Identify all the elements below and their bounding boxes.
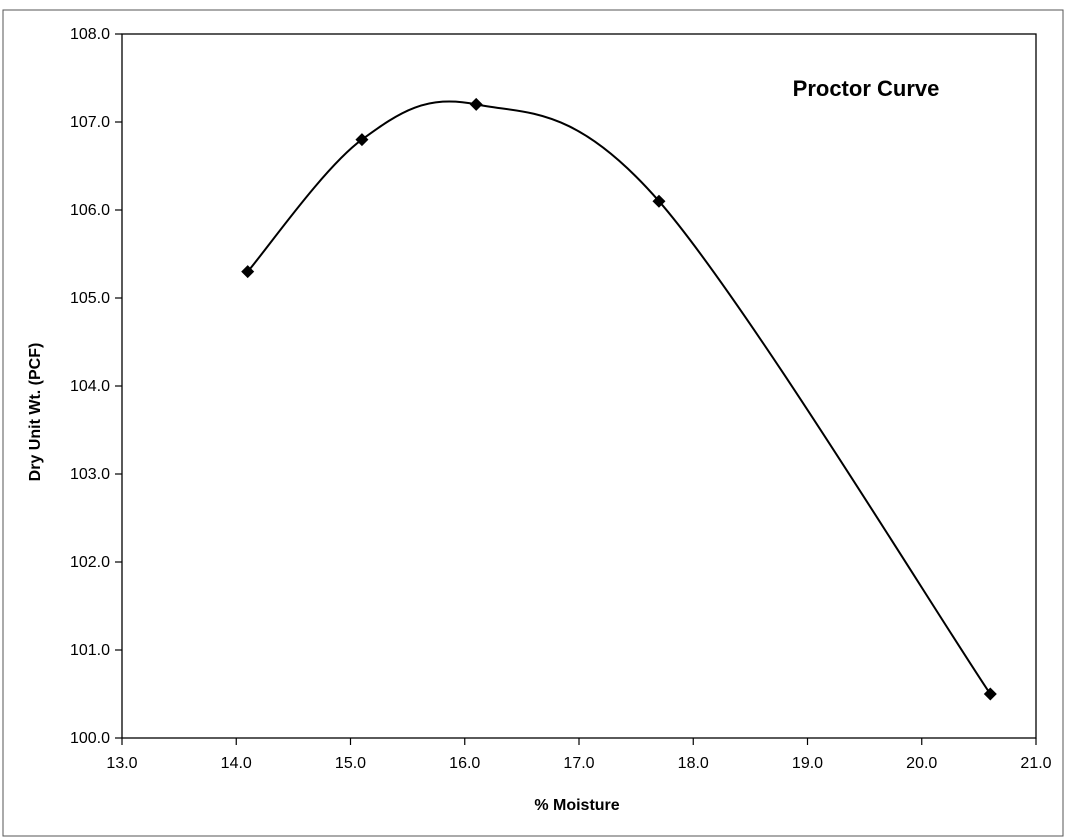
y-tick-label: 103.0	[70, 466, 110, 483]
data-point-2	[355, 133, 369, 147]
plot-area: 13.0 14.0 15.0 16.0 17.0 18.0 19.0 20.0 21.0 100.…	[70, 26, 1052, 772]
x-tick-label: 19.0	[792, 755, 823, 772]
y-axis-title: Dry Unit Wt. (PCF)	[27, 343, 44, 482]
data-point-5	[983, 687, 997, 701]
y-tick-label: 105.0	[70, 290, 110, 307]
x-tick-label: 15.0	[335, 755, 366, 772]
x-tick-label: 17.0	[563, 755, 594, 772]
data-point-1	[241, 265, 255, 279]
series-line	[246, 100, 992, 695]
x-tick-label: 13.0	[106, 755, 137, 772]
y-tick-label: 108.0	[70, 26, 110, 43]
chart-title: Proctor Curve	[793, 76, 940, 101]
y-tick-label: 106.0	[70, 202, 110, 219]
x-tick-label: 18.0	[678, 755, 709, 772]
x-tick-label: 16.0	[449, 755, 480, 772]
y-tick-label: 104.0	[70, 378, 110, 395]
data-point-4	[652, 194, 666, 208]
y-tick-label: 102.0	[70, 554, 110, 571]
y-tick-label: 100.0	[70, 730, 110, 747]
y-tick-label: 107.0	[70, 114, 110, 131]
chart-frame	[2, 9, 1064, 837]
x-tick-label: 21.0	[1020, 755, 1051, 772]
y-tick-label: 101.0	[70, 642, 110, 659]
x-tick-label: 20.0	[906, 755, 937, 772]
x-axis-title: % Moisture	[534, 797, 619, 814]
plot-border	[121, 33, 1037, 739]
x-tick-label: 14.0	[221, 755, 252, 772]
data-point-3	[469, 97, 483, 111]
